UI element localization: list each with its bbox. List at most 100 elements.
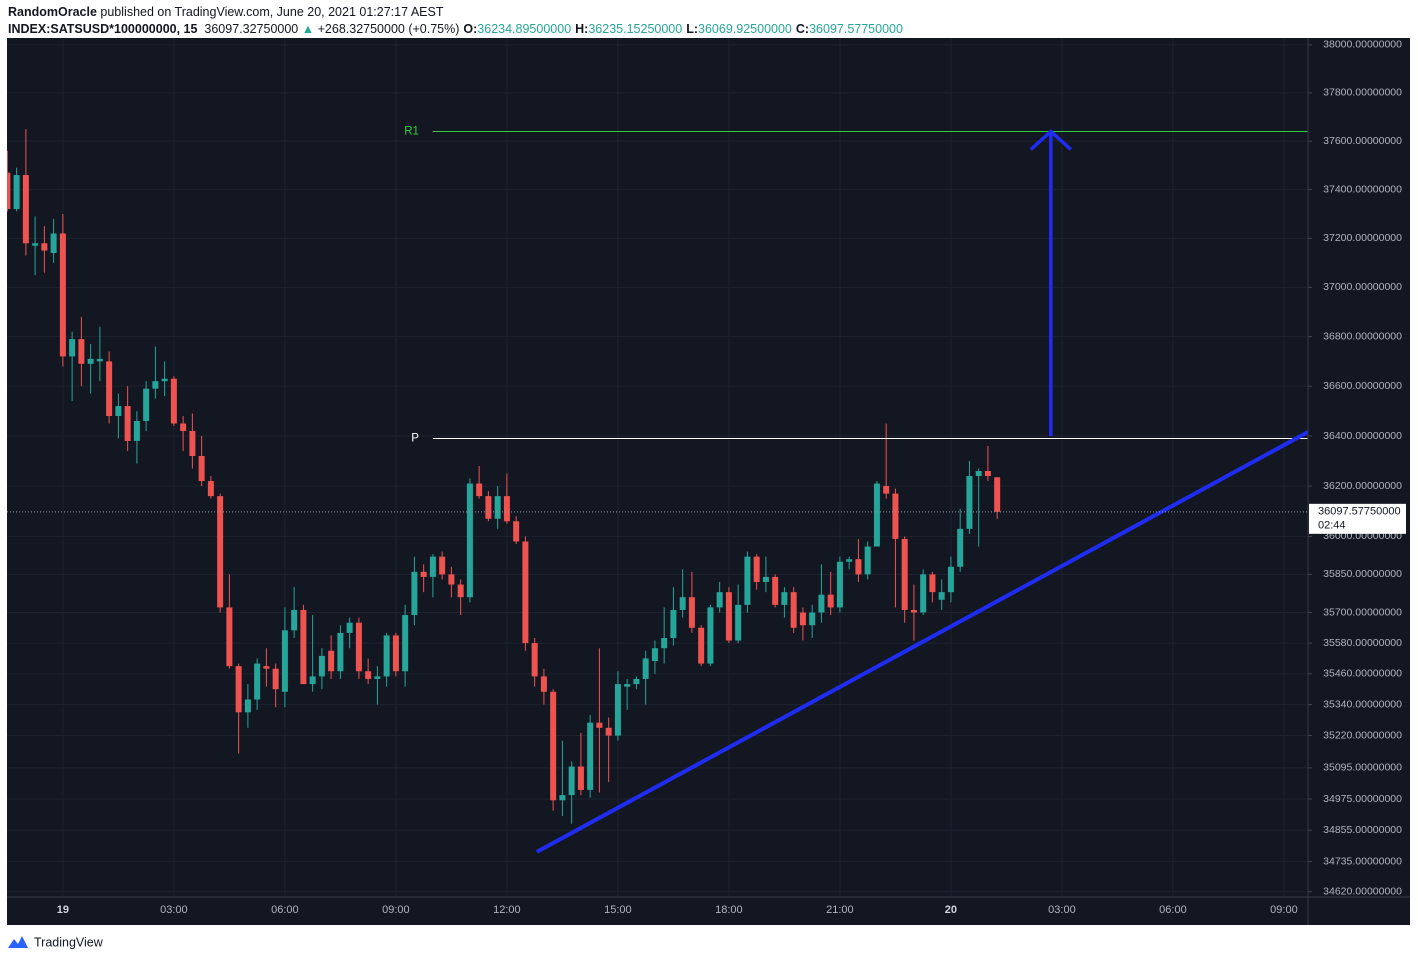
candle-body <box>522 541 529 644</box>
candle-body <box>651 648 658 662</box>
candle-body <box>106 361 113 417</box>
y-tick-label: 35340.00000000 <box>1323 698 1402 710</box>
candle-body <box>180 423 187 431</box>
candle-body <box>448 574 455 585</box>
candle-body <box>124 406 131 441</box>
candle-body <box>439 556 446 575</box>
candle-body <box>605 727 612 736</box>
ohlc-value: 36069.92500000 <box>698 22 792 36</box>
candle-body <box>698 627 705 664</box>
candle-body <box>392 635 399 672</box>
ohlc-key: H: <box>575 22 589 36</box>
candle-body <box>7 172 11 210</box>
header-line-1: RandomOracle published on TradingView.co… <box>8 4 903 21</box>
candle-body <box>577 766 584 790</box>
footer-brand: TradingView <box>34 935 104 949</box>
published: published on TradingView.com, June 20, 2… <box>100 5 444 19</box>
candle-body <box>309 676 316 685</box>
candle-body <box>365 671 372 679</box>
y-tick-label: 35580.00000000 <box>1323 637 1402 649</box>
candle-body <box>420 571 427 577</box>
candle-body <box>254 663 261 700</box>
candle-body <box>559 795 566 801</box>
y-tick-label: 34735.00000000 <box>1323 855 1402 867</box>
candle-body <box>318 655 325 677</box>
candle-body <box>476 483 483 497</box>
ohlc-key: O: <box>463 22 478 36</box>
x-tick-label: 09:00 <box>382 904 410 916</box>
countdown-label: 02:44 <box>1318 520 1346 532</box>
candle-body <box>892 493 899 539</box>
candle-body <box>69 339 76 357</box>
candle-body <box>161 378 168 382</box>
candle-body <box>679 597 686 610</box>
candle-body <box>827 594 834 608</box>
candle-body <box>115 406 122 417</box>
candle-body <box>337 632 344 672</box>
candle-body <box>133 421 140 441</box>
candle-body <box>642 658 649 679</box>
y-tick-label: 37400.00000000 <box>1323 183 1402 195</box>
ohlc-key: C: <box>795 22 810 36</box>
candle-body <box>263 666 270 669</box>
candle-body <box>96 358 103 362</box>
level-label: P <box>411 433 419 445</box>
candle-body <box>984 471 991 477</box>
price: 36097.32750000 <box>204 22 299 36</box>
x-tick-label: 21:00 <box>826 904 854 916</box>
y-tick-label: 35850.00000000 <box>1323 568 1402 580</box>
y-tick-label: 34620.00000000 <box>1323 886 1402 898</box>
trendline <box>535 430 1308 854</box>
candle-body <box>13 175 20 210</box>
candle-body <box>198 455 205 482</box>
candle-body <box>772 576 779 605</box>
candle-body <box>661 637 668 649</box>
candle-body <box>87 358 94 364</box>
candle-body <box>568 766 575 796</box>
candle-body <box>189 430 196 456</box>
candle-body <box>901 538 908 610</box>
candle-body <box>716 592 723 608</box>
candle-body <box>513 521 520 542</box>
ohlc-value: 36234.89500000 <box>477 22 572 36</box>
candle-body <box>457 584 464 598</box>
x-tick-label: 18:00 <box>715 904 743 916</box>
candle-body <box>670 609 677 638</box>
candle-body <box>207 481 214 497</box>
y-tick-label: 37000.00000000 <box>1323 281 1402 293</box>
candle-body <box>624 684 631 687</box>
candle-body <box>744 556 751 605</box>
candle-body <box>753 556 760 582</box>
candle-body <box>707 607 714 664</box>
candle-body <box>725 592 732 641</box>
candle-body <box>614 684 621 736</box>
candle-body <box>781 592 788 605</box>
level-label: R1 <box>404 125 419 137</box>
candle-body <box>587 722 594 790</box>
y-tick-label: 34855.00000000 <box>1323 824 1402 836</box>
candle-body <box>975 471 982 477</box>
candle-body <box>291 609 298 631</box>
candle-body <box>688 597 695 628</box>
candle-body <box>22 175 29 244</box>
candle-body <box>818 594 825 613</box>
candle-body <box>531 643 538 677</box>
x-tick-label: 06:00 <box>1159 904 1187 916</box>
candle-body <box>59 233 66 357</box>
y-tick-label: 35460.00000000 <box>1323 668 1402 680</box>
candle-body <box>633 678 640 685</box>
y-tick-label: 36800.00000000 <box>1323 330 1402 342</box>
y-tick-label: 35220.00000000 <box>1323 729 1402 741</box>
plot <box>7 38 1308 897</box>
candle-body <box>910 609 917 613</box>
candle-body <box>226 607 233 667</box>
candle-body <box>429 556 436 577</box>
header-line-2: INDEX:SATSUSD*100000000, 15 36097.327500… <box>8 21 903 38</box>
author: RandomOracle <box>8 5 97 19</box>
candle-body <box>855 559 862 575</box>
x-tick-label: 03:00 <box>1048 904 1076 916</box>
footer-logo <box>8 936 28 948</box>
candle-body <box>836 561 843 608</box>
candle-body <box>735 604 742 641</box>
symbol: INDEX:SATSUSD*100000000, 15 <box>8 22 198 36</box>
